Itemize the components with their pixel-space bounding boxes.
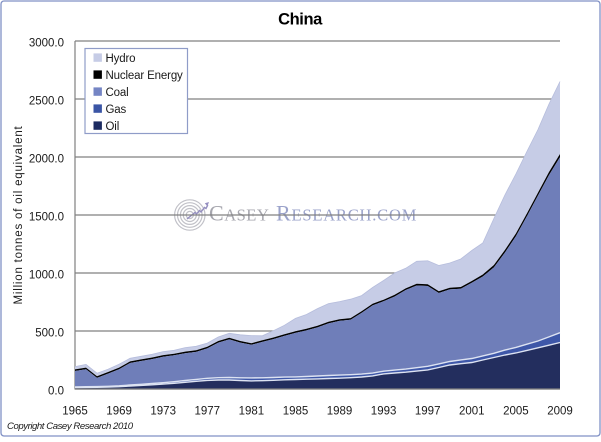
- svg-text:Hydro: Hydro: [106, 53, 136, 65]
- svg-text:China: China: [278, 11, 323, 29]
- svg-text:1973: 1973: [150, 405, 176, 417]
- svg-text:1985: 1985: [283, 405, 309, 417]
- svg-text:500.0: 500.0: [35, 327, 64, 339]
- svg-text:2500.0: 2500.0: [29, 95, 64, 107]
- svg-text:1000.0: 1000.0: [29, 269, 64, 281]
- svg-text:2001: 2001: [459, 405, 485, 417]
- svg-text:1977: 1977: [195, 405, 221, 417]
- svg-text:2009: 2009: [547, 405, 573, 417]
- svg-text:1997: 1997: [415, 405, 441, 417]
- svg-text:Coal: Coal: [106, 87, 129, 99]
- svg-text:Million tonnes of oil equivale: Million tonnes of oil equivalent: [13, 125, 25, 304]
- svg-text:3000.0: 3000.0: [29, 37, 64, 49]
- svg-text:1500.0: 1500.0: [29, 211, 64, 223]
- svg-text:1989: 1989: [327, 405, 353, 417]
- svg-text:1981: 1981: [239, 405, 265, 417]
- svg-text:Nuclear Energy: Nuclear Energy: [106, 70, 184, 82]
- svg-text:1969: 1969: [106, 405, 132, 417]
- svg-text:1993: 1993: [371, 405, 397, 417]
- svg-text:0.0: 0.0: [48, 385, 64, 397]
- svg-text:Copyright Casey Research 2010: Copyright Casey Research 2010: [7, 421, 134, 432]
- svg-text:Gas: Gas: [106, 104, 127, 116]
- svg-text:Oil: Oil: [106, 121, 120, 133]
- svg-text:2000.0: 2000.0: [29, 153, 64, 165]
- svg-text:2005: 2005: [503, 405, 529, 417]
- svg-text:1965: 1965: [62, 405, 88, 417]
